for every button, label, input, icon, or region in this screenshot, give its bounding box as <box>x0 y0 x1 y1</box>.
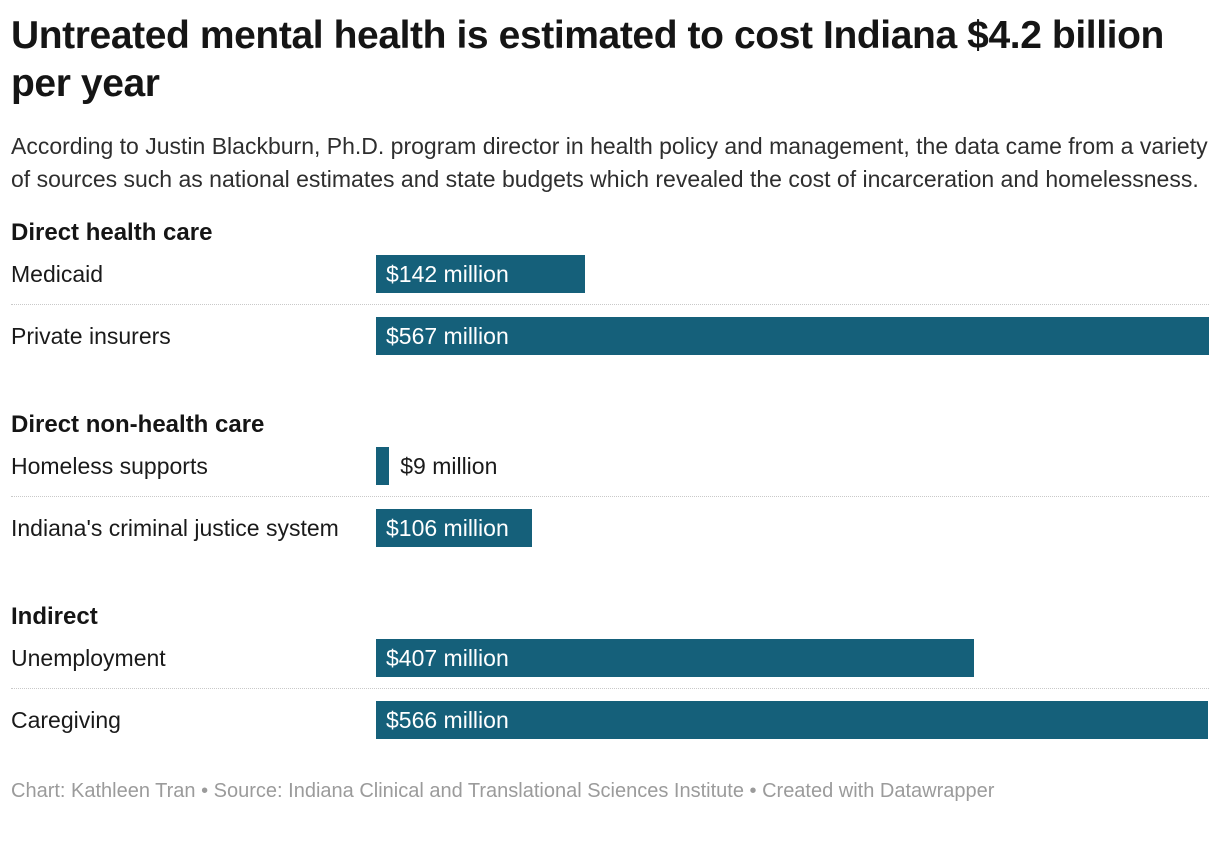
chart-title: Untreated mental health is estimated to … <box>11 14 1164 105</box>
chart-row: Unemployment $407 million <box>11 639 1209 677</box>
chart-row: Private insurers $567 million <box>11 317 1209 355</box>
row-divider <box>11 496 1209 497</box>
bar-value-label: $106 million <box>386 515 509 541</box>
bar[interactable]: $566 million <box>376 701 1208 739</box>
bar[interactable]: $407 million <box>376 639 974 677</box>
row-label: Homeless supports <box>11 453 208 479</box>
row-label: Unemployment <box>11 645 166 671</box>
row-divider <box>11 304 1209 305</box>
bar-value-label: $566 million <box>386 707 509 733</box>
chart-subtitle: According to Justin Blackburn, Ph.D. pro… <box>11 133 1208 192</box>
chart-group: Direct non-health care Homeless supports $… <box>11 411 1209 547</box>
group-title: Direct health care <box>11 219 213 246</box>
bar-value-label: $142 million <box>386 261 509 287</box>
group-title: Indirect <box>11 603 98 630</box>
chart-row: Homeless supports $9 million <box>11 447 1209 485</box>
row-label: Caregiving <box>11 707 121 733</box>
chart-group: Direct health care Medicaid $142 million Pr… <box>11 219 1209 355</box>
row-divider <box>11 688 1209 689</box>
bar-value-label: $407 million <box>386 645 509 671</box>
bar[interactable]: $142 million <box>376 255 585 293</box>
bar[interactable]: $106 million <box>376 509 532 547</box>
row-label: Indiana's criminal justice system <box>11 515 339 541</box>
bar-area: $566 million <box>376 701 1209 739</box>
chart-group: Indirect Unemployment $407 million Caregivi… <box>11 603 1209 739</box>
chart-row: Medicaid $142 million <box>11 255 1209 293</box>
bar-area: $142 million <box>376 255 1209 293</box>
bar-area: $567 million <box>376 317 1209 355</box>
bar-value-label: $9 million <box>400 453 498 479</box>
bar-value-label: $567 million <box>386 323 509 349</box>
row-label: Private insurers <box>11 323 171 349</box>
group-rows: Homeless supports $9 million Indiana's cri… <box>11 447 1209 547</box>
chart-row: Indiana's criminal justice system $106 mi… <box>11 509 1209 547</box>
bar-area: $407 million <box>376 639 1209 677</box>
bar-chart: Direct health care Medicaid $142 million Pr… <box>11 219 1209 739</box>
bar-area: $9 million <box>376 447 1209 485</box>
chart-row: Caregiving $566 million <box>11 701 1209 739</box>
group-rows: Medicaid $142 million Private insurers $567… <box>11 255 1209 355</box>
bar[interactable]: $567 million <box>376 317 1209 355</box>
chart-footer: Chart: Kathleen Tran • Source: Indiana C… <box>11 780 995 802</box>
bar[interactable] <box>376 447 390 485</box>
group-title: Direct non-health care <box>11 411 265 438</box>
bar-area: $106 million <box>376 509 1209 547</box>
row-label: Medicaid <box>11 261 104 287</box>
group-rows: Unemployment $407 million Caregiving $566 m… <box>11 639 1209 739</box>
